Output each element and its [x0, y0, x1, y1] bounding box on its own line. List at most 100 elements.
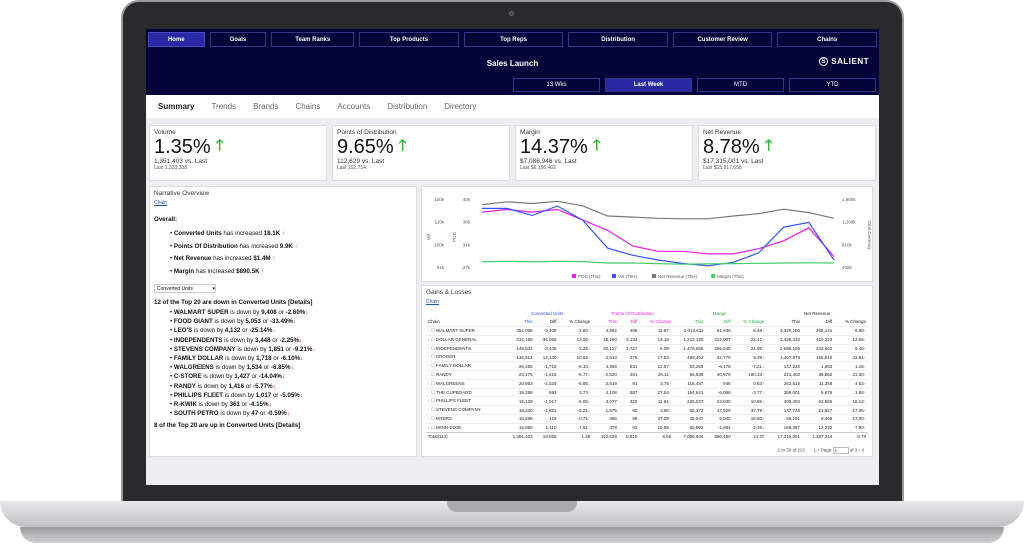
tab-brands[interactable]: Brands: [253, 102, 279, 111]
gl-chain-name: › ☐ WALGREENS: [426, 379, 502, 388]
gl-cell-text: 6,675: [821, 390, 833, 396]
gl-cell-text: 25,260: [603, 337, 617, 343]
page-title: Sales Launch: [486, 58, 539, 68]
table-row[interactable]: › ☐ INDEPENDENTS 149,543 -3,448 -2.25↓ 30,12…: [426, 344, 868, 353]
gl-cell: 25,260: [592, 335, 619, 344]
laptop-base-edge: [20, 527, 1004, 543]
period-13-wks[interactable]: 13 Wks: [513, 78, 600, 92]
period-last-week[interactable]: Last Week: [605, 78, 692, 92]
table-row[interactable]: › ☐ RANDY 23,175 -1,416 -5.77↓ 2,520 281 26.11…: [426, 370, 868, 380]
pager-first-icon[interactable]: |‹: [814, 447, 817, 453]
gl-col-10[interactable]: This: [791, 319, 800, 325]
gl-cell-text: 8.68: [854, 328, 864, 334]
app-screen: Home Goals Team Ranks Top Products Top Reps D…: [146, 29, 879, 485]
period-mtd[interactable]: MTD: [697, 78, 784, 92]
expand-icon[interactable]: › ☐: [428, 327, 437, 333]
tab-distribution[interactable]: Distribution: [387, 102, 428, 111]
tab-chains[interactable]: Chains: [295, 102, 321, 111]
gl-col-7[interactable]: This: [694, 319, 704, 325]
nav-home[interactable]: Home: [148, 32, 205, 47]
down-item-amount: 1,851: [268, 345, 284, 353]
expand-icon[interactable]: › ☐: [428, 371, 437, 377]
expand-icon[interactable]: › ☐: [428, 380, 437, 386]
expand-icon[interactable]: › ☐: [428, 424, 437, 430]
table-row[interactable]: › ☐ WALGREENS 20,863 -1,534 -6.85↓ 2,519 91 3.…: [426, 379, 868, 388]
expand-icon[interactable]: › ☐: [428, 407, 437, 413]
pager-page-input[interactable]: 1: [832, 447, 849, 454]
gl-col-9[interactable]: % Change: [743, 319, 765, 325]
table-row[interactable]: › ☐ WINN-DIXIE 15,880 1,110 7.51↑ 378 52 15.95…: [426, 423, 868, 432]
tab-directory[interactable]: Directory: [444, 102, 477, 111]
up-details-link[interactable]: Details: [278, 422, 299, 430]
table-row[interactable]: › ☐ DOLLAR GENERAL 312,199 36,065 13.06↑ 25,…: [426, 335, 868, 344]
table-row[interactable]: › ☐ FAMILY DOLLAR 26,455 -1,718 -6.10↓ 4,356…: [426, 361, 868, 371]
tab-summary[interactable]: Summary: [158, 102, 195, 111]
arrow-down-icon: ↓: [587, 398, 591, 404]
gl-tab-chain[interactable]: Chain: [426, 299, 440, 305]
arrow-down-icon: ↓: [587, 363, 591, 369]
expand-icon[interactable]: › ☐: [428, 415, 437, 421]
down-item: • RANDY is down by 1,416 or -5.77%↓: [170, 382, 412, 391]
kpi-value: 8.78%: [703, 135, 760, 158]
down-item-amount: 1,427: [234, 373, 250, 381]
down-details-link[interactable]: Details: [290, 299, 311, 306]
expand-icon[interactable]: › ☐: [428, 363, 437, 369]
kpi-vs: $7,086,946 vs. Last: [520, 158, 577, 165]
table-row[interactable]: › ☐ PHILLIPS FLEET 19,139 -1,017 -5.05↓ 3,07…: [426, 396, 868, 406]
expand-icon[interactable]: › ☐: [428, 398, 437, 404]
gl-cell: 168,387: [766, 423, 802, 432]
period-ytd[interactable]: YTD: [789, 78, 876, 92]
gl-cell-text: 11,358: [818, 381, 833, 387]
nav-top-reps[interactable]: Top Reps: [463, 32, 564, 47]
gl-cell-text: WALMART SUPER: [436, 327, 475, 333]
gl-total-cell: 890,480: [714, 434, 731, 440]
nav-goals[interactable]: Goals: [209, 32, 267, 47]
gl-col-4[interactable]: This: [608, 319, 617, 325]
gl-col-5[interactable]: Diff: [630, 319, 638, 325]
table-row[interactable]: › ☐ MYERS 16,698 118 0.71↑ 366 99 37.08↑ 35,047…: [426, 414, 868, 424]
down-item-pct: -0.59%: [267, 410, 287, 418]
gl-col-11[interactable]: Diff: [825, 319, 833, 325]
table-row[interactable]: › ☐ KROGER 136,914 13,140 10.62↑ 2,513 375 17.…: [426, 352, 868, 362]
gl-col-3[interactable]: % Change: [569, 319, 591, 325]
gl-cell: 0.83↑: [733, 379, 767, 388]
expand-icon[interactable]: › ☐: [428, 336, 437, 342]
arrow-down-icon: ↓: [292, 318, 296, 326]
gl-col-6[interactable]: % Change: [650, 319, 672, 325]
metric-select[interactable]: Converted Units ▾: [154, 284, 216, 293]
gl-col-12[interactable]: % Change: [844, 319, 866, 325]
table-row[interactable]: › ☐ WALMART SUPER 352,068 -9,408 -2.60↓ 4,58…: [426, 326, 868, 336]
pager-prev-icon[interactable]: ‹: [817, 447, 820, 453]
table-row[interactable]: › ☐ THE CUPBOARD 19,288 693 3.73↑ 4,108 887 27…: [426, 388, 868, 397]
expand-icon[interactable]: › ☐: [428, 389, 436, 395]
gl-col-8[interactable]: Diff: [723, 319, 731, 325]
gl-cell-text: 531: [629, 363, 638, 369]
arrow-up-icon: ↑: [863, 337, 866, 343]
nav-customer-review[interactable]: Customer Review: [672, 32, 773, 47]
nav-team-ranks[interactable]: Team Ranks: [271, 32, 355, 47]
pager-last-icon[interactable]: ›|: [861, 447, 864, 453]
gl-cell: 265,648: [705, 344, 732, 353]
expand-icon[interactable]: › ☐: [428, 354, 437, 360]
nav-distribution[interactable]: Distribution: [568, 32, 668, 47]
arrow-up-icon: ↑: [863, 363, 866, 369]
gl-cell: 13,140: [535, 353, 559, 362]
tab-accounts[interactable]: Accounts: [337, 102, 371, 111]
expand-icon[interactable]: › ☐: [428, 345, 437, 351]
nav-chains[interactable]: Chains: [777, 32, 877, 47]
narrative-tab-chain[interactable]: Chain: [154, 200, 168, 206]
nav-top-products[interactable]: Top Products: [359, 32, 459, 47]
down-item: • FAMILY DOLLAR is down by 1,718 or -6.1…: [170, 354, 412, 363]
gl-cell: 2,513: [592, 353, 619, 362]
gl-col-1[interactable]: This: [524, 319, 533, 325]
legend-swatch: [711, 274, 716, 278]
gl-cell-text: -3.77: [751, 390, 763, 396]
pager-next-icon[interactable]: ›: [858, 447, 861, 453]
gl-col-0[interactable]: Chain: [428, 319, 440, 325]
tab-trends[interactable]: Trends: [211, 102, 237, 111]
gl-col-2[interactable]: Diff: [549, 319, 557, 325]
table-row[interactable]: › ☐ STEVENS COMPANY 18,240 -1,851 -9.21↓ 1,5…: [426, 405, 868, 415]
down-item-text: is down by: [212, 318, 246, 326]
gl-cell: 18,240: [502, 406, 534, 415]
arrow-down-icon: ↓: [587, 346, 591, 352]
